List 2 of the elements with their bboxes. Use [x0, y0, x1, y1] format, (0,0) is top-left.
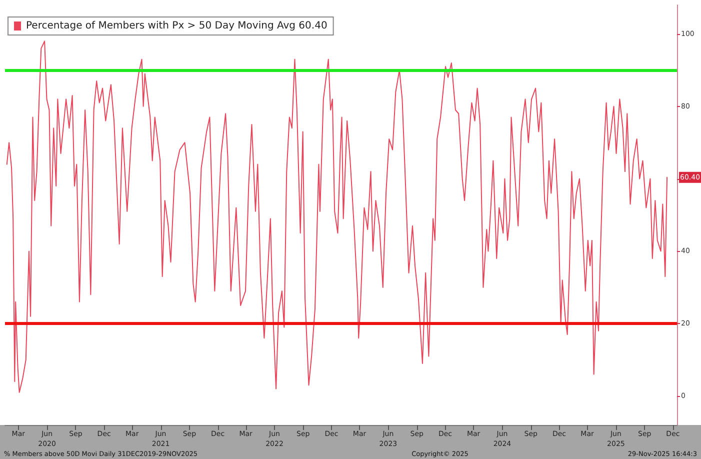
- line-series: [6, 40, 668, 393]
- legend-label: Percentage of Members with Px > 50 Day Moving Avg 60.40: [26, 20, 328, 32]
